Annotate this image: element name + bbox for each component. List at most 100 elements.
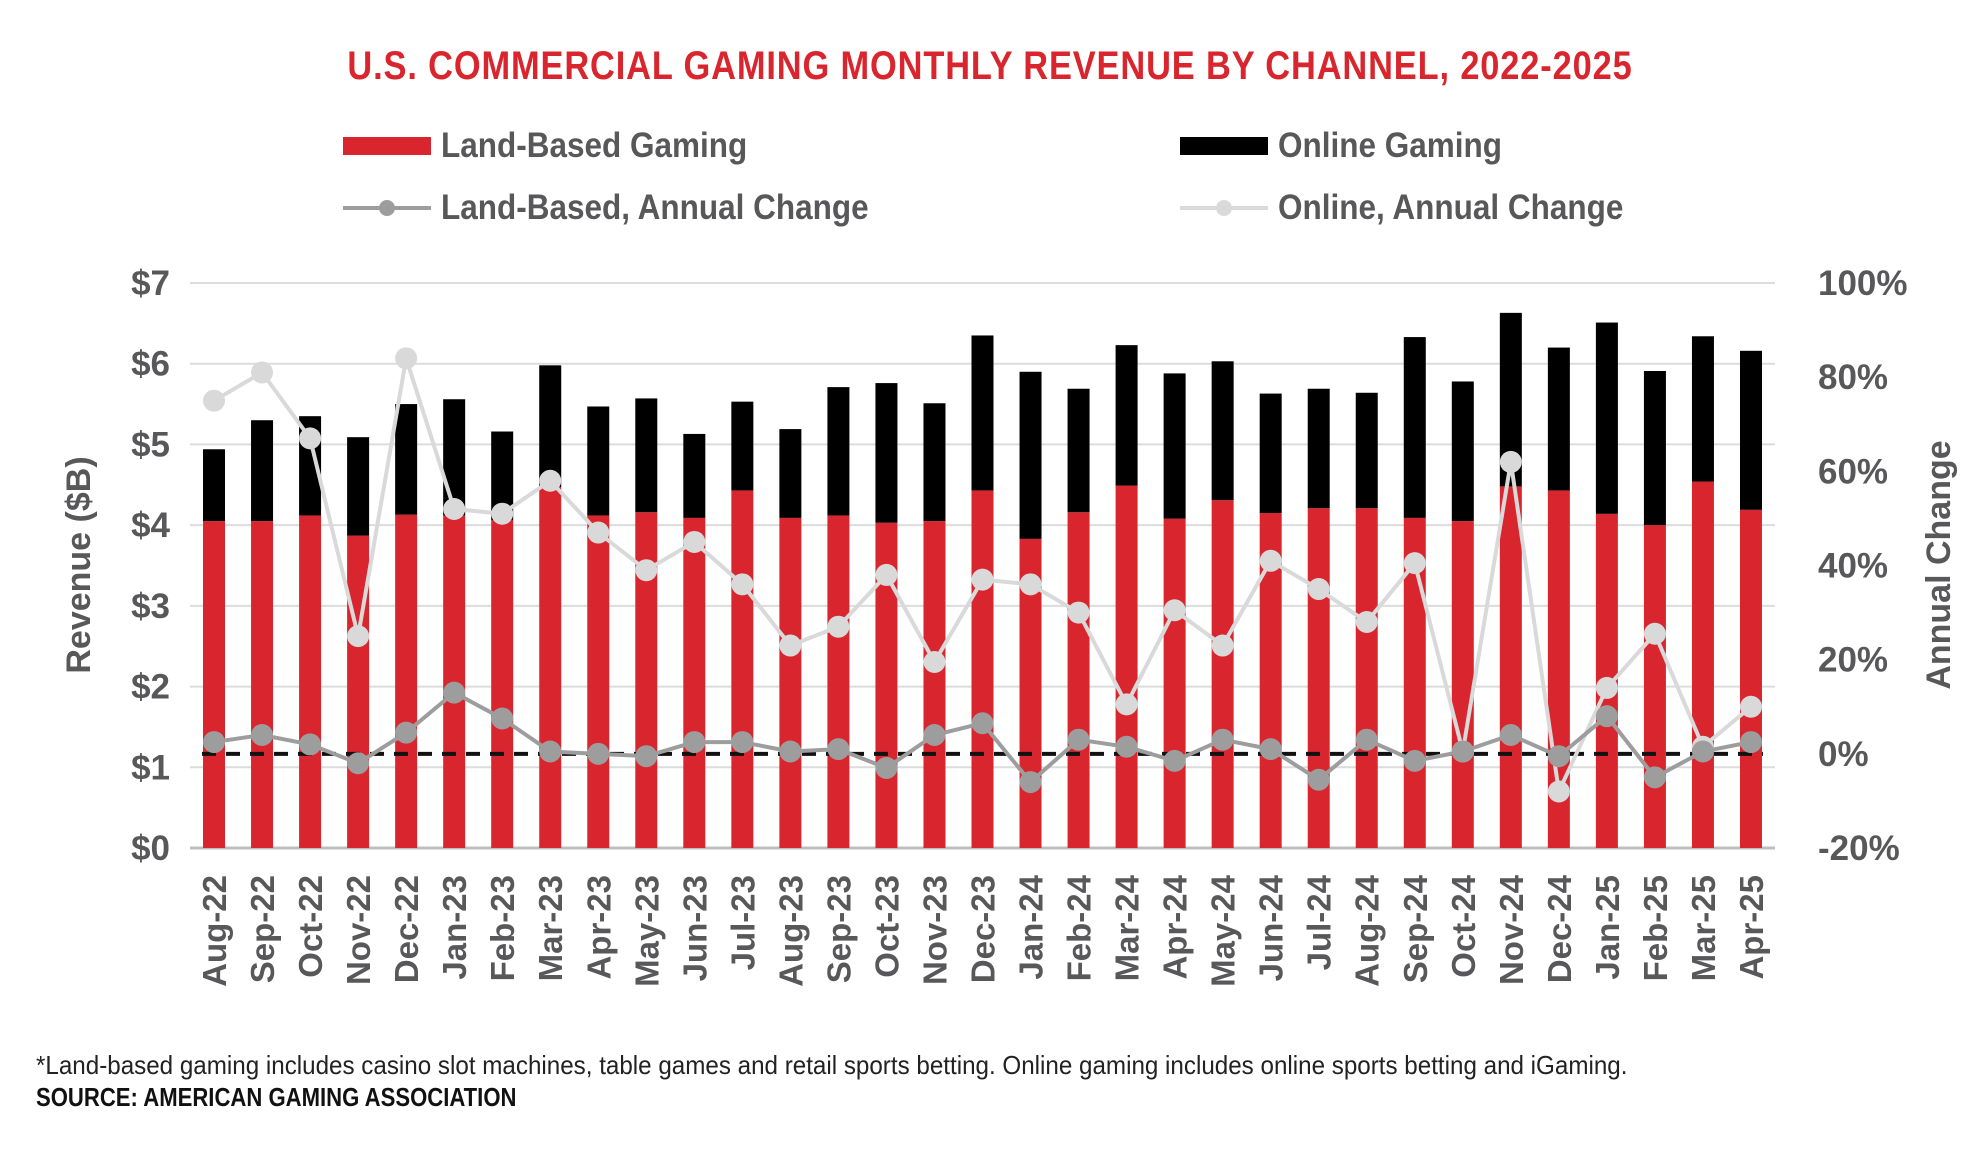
legend-label-online: Online Gaming bbox=[1278, 126, 1503, 165]
legend-item-land-based-change: Land-Based, Annual Change bbox=[343, 188, 916, 228]
x-tick-label: Jul-23 bbox=[724, 875, 761, 970]
right-tick-label: 20% bbox=[1818, 641, 1888, 680]
point-land-based-change bbox=[971, 712, 994, 735]
bar-land-based bbox=[1643, 525, 1666, 848]
point-land-based-change bbox=[1307, 768, 1330, 791]
bar-land-based bbox=[1355, 508, 1378, 848]
x-tick-label: Nov-23 bbox=[916, 875, 953, 985]
x-tick-label: Aug-24 bbox=[1349, 874, 1386, 986]
bar-online bbox=[1691, 336, 1714, 482]
legend-label-online-change: Online, Annual Change bbox=[1278, 188, 1624, 227]
point-land-based-change bbox=[731, 731, 754, 754]
bar-land-based bbox=[203, 521, 226, 848]
bar-online bbox=[203, 449, 226, 522]
left-axis-title: Revenue ($B) bbox=[60, 456, 98, 673]
bar-online bbox=[971, 335, 994, 491]
bar-land-based bbox=[731, 490, 754, 848]
x-tick-label: Aug-22 bbox=[196, 875, 233, 987]
right-tick-label: 60% bbox=[1818, 452, 1888, 491]
bar-land-based bbox=[251, 521, 274, 848]
point-land-based-change bbox=[203, 731, 226, 754]
x-tick-label: Feb-25 bbox=[1637, 875, 1674, 981]
bar-online bbox=[539, 365, 562, 488]
x-tick-label: Mar-25 bbox=[1685, 875, 1722, 981]
legend-swatch-online-change bbox=[1180, 200, 1268, 216]
left-tick-label: $0 bbox=[131, 829, 170, 868]
x-tick-label: May-23 bbox=[628, 875, 665, 987]
point-land-based-change bbox=[1163, 749, 1186, 772]
legend-label-land-based: Land-Based Gaming bbox=[441, 126, 748, 165]
bar-online bbox=[251, 420, 274, 522]
bar-land-based bbox=[683, 517, 706, 848]
x-tick-label: Oct-22 bbox=[292, 875, 329, 978]
point-online-change bbox=[1307, 578, 1330, 601]
point-land-based-change bbox=[875, 756, 898, 779]
right-tick-label: 0% bbox=[1818, 735, 1869, 774]
point-land-based-change bbox=[635, 745, 658, 768]
legend-item-online-change: Online, Annual Change bbox=[1180, 188, 1662, 228]
right-tick-label: -20% bbox=[1818, 829, 1900, 868]
legend-swatch-online bbox=[1180, 137, 1268, 155]
point-land-based-change bbox=[299, 733, 322, 756]
bar-online bbox=[1403, 337, 1426, 518]
left-tick-label: $2 bbox=[131, 668, 170, 707]
right-tick-label: 40% bbox=[1818, 547, 1888, 586]
x-tick-label: Aug-23 bbox=[772, 875, 809, 987]
left-tick-label: $1 bbox=[131, 748, 170, 787]
point-online-change bbox=[731, 573, 754, 596]
point-online-change bbox=[347, 625, 370, 648]
bar-land-based bbox=[539, 487, 562, 848]
point-online-change bbox=[1019, 573, 1042, 596]
bar-land-based bbox=[1691, 481, 1714, 848]
point-land-based-change bbox=[539, 740, 562, 763]
point-land-based-change bbox=[1451, 740, 1474, 763]
point-online-change bbox=[539, 469, 562, 492]
bar-online bbox=[1595, 322, 1618, 514]
bar-online bbox=[395, 404, 418, 515]
bar-land-based bbox=[1211, 500, 1234, 848]
bars bbox=[203, 312, 1762, 848]
point-online-change bbox=[1259, 549, 1282, 572]
bar-online bbox=[1307, 388, 1330, 509]
bar-land-based bbox=[587, 515, 610, 848]
bar-online bbox=[827, 387, 850, 516]
point-online-change bbox=[635, 559, 658, 582]
bar-land-based bbox=[1307, 508, 1330, 848]
bar-online bbox=[1499, 312, 1522, 487]
legend-item-online: Online Gaming bbox=[1180, 126, 1527, 166]
x-tick-label: Jan-24 bbox=[1013, 874, 1050, 979]
x-tick-label: Oct-24 bbox=[1445, 874, 1482, 977]
point-online-change bbox=[1067, 601, 1090, 624]
point-online-change bbox=[443, 498, 466, 520]
point-land-based-change bbox=[1403, 749, 1426, 772]
right-tick-label: 80% bbox=[1818, 358, 1888, 397]
point-land-based-change bbox=[443, 681, 466, 704]
point-land-based-change bbox=[1739, 731, 1762, 754]
point-land-based-change bbox=[1499, 724, 1522, 746]
point-online-change bbox=[1355, 611, 1378, 633]
axes: $0 $1 $2 $3 $4 $5 $6 $7 -20% 0% 20% 40% 60% 80% 100% Re… bbox=[60, 264, 1958, 987]
point-online-change bbox=[1595, 676, 1618, 699]
x-tick-label: Sep-22 bbox=[244, 875, 281, 983]
bar-land-based bbox=[1067, 512, 1090, 848]
chart-title: U.S. COMMERCIAL GAMING MONTHLY REVENUE B… bbox=[347, 44, 1633, 88]
right-axis-title: Annual Change bbox=[1920, 440, 1958, 689]
point-land-based-change bbox=[1643, 766, 1666, 789]
point-online-change bbox=[779, 634, 802, 657]
point-online-change bbox=[1499, 450, 1522, 473]
bar-online bbox=[1067, 388, 1090, 513]
annual-change-lines bbox=[203, 347, 1762, 803]
point-online-change bbox=[923, 651, 946, 674]
x-tick-label: May-24 bbox=[1205, 874, 1242, 987]
point-land-based-change bbox=[827, 738, 850, 761]
point-online-change bbox=[251, 361, 274, 384]
bar-land-based bbox=[395, 514, 418, 848]
point-land-based-change bbox=[1019, 771, 1042, 794]
point-land-based-change bbox=[347, 752, 370, 775]
point-online-change bbox=[1547, 780, 1570, 803]
bar-land-based bbox=[1499, 486, 1522, 848]
bar-land-based bbox=[971, 490, 994, 848]
bar-online bbox=[1451, 381, 1474, 522]
x-tick-label: Jun-24 bbox=[1253, 874, 1290, 981]
bar-online bbox=[1547, 347, 1570, 491]
